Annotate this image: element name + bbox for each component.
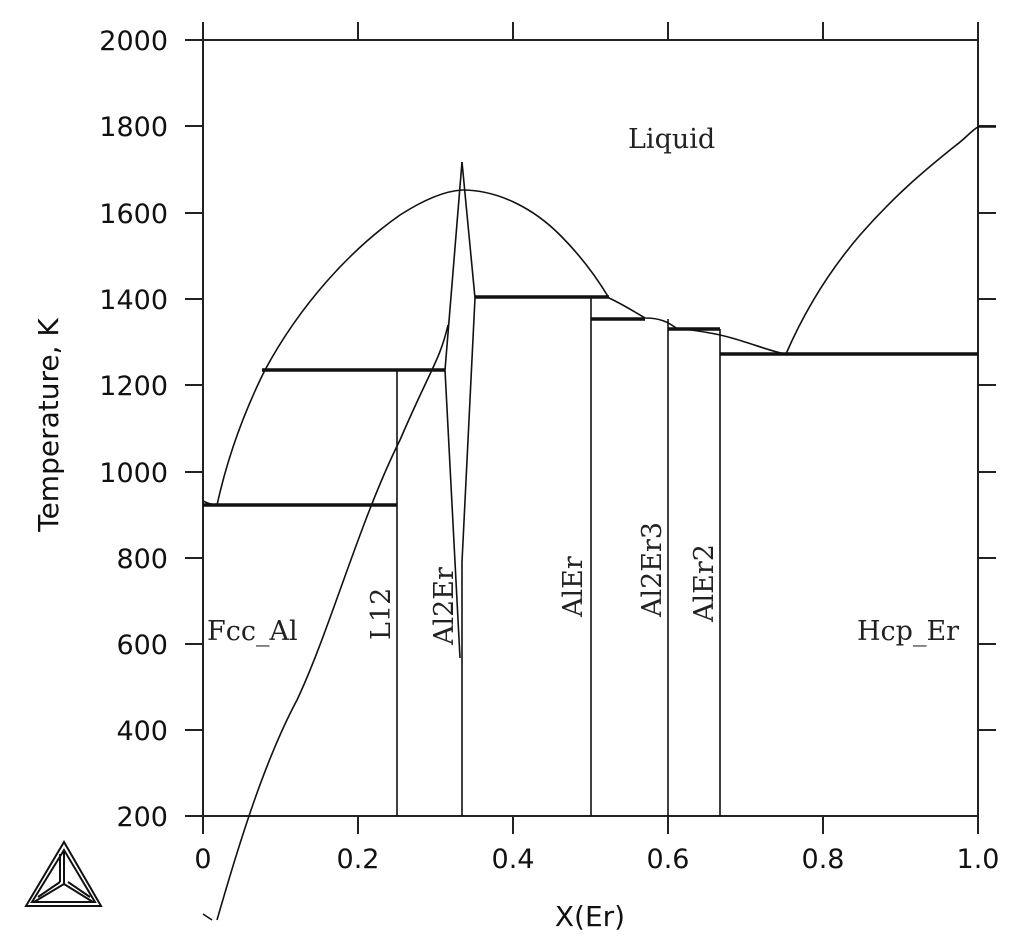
phase-label-al2er: Al2Er [429, 567, 460, 646]
x-tick-label: 0.2 [337, 844, 380, 875]
liquidus-lines [216, 126, 996, 506]
x-axis-ticks-top [202, 22, 979, 40]
y-tick-label: 400 [116, 716, 168, 747]
x-tick-label: 1.0 [957, 844, 1000, 875]
phase-label-aler: AlEr [558, 556, 589, 618]
phase-label-l12: L12 [366, 588, 397, 640]
thermo-calc-logo-icon [24, 840, 103, 907]
y-tick-label: 1800 [99, 112, 168, 143]
x-tick-label: 0.8 [802, 844, 845, 875]
phase-labels: Liquid Fcc_Al L12 Al2Er AlEr Al2Er3 AlEr… [207, 124, 959, 647]
y-tick-label: 1600 [99, 199, 168, 230]
y-axis-title: Temperature, K [32, 318, 65, 533]
phase-label-liquid: Liquid [628, 124, 715, 155]
y-tick-label: 200 [116, 802, 168, 833]
x-tick-label: 0 [194, 844, 211, 875]
y-tick-label: 1400 [99, 285, 168, 316]
phase-label-aler2: AlEr2 [689, 544, 720, 623]
y-tick-labels: 2000 1800 1600 1400 1200 1000 800 600 40… [99, 26, 168, 833]
y-tick-label: 800 [116, 544, 168, 575]
y-axis-ticks-right [978, 125, 996, 731]
y-tick-label: 1000 [99, 458, 168, 489]
phase-label-hcp-er: Hcp_Er [857, 616, 959, 647]
x-tick-label: 0.6 [647, 844, 690, 875]
x-tick-label: 0.4 [492, 844, 535, 875]
phase-label-al2er3: Al2Er3 [637, 522, 668, 618]
invariant-lines [203, 295, 978, 507]
y-axis-ticks-left [185, 39, 203, 817]
x-axis-ticks-bottom [202, 816, 979, 834]
x-axis-title: X(Er) [555, 900, 625, 933]
liquidus-curves [202, 324, 449, 921]
y-tick-label: 2000 [99, 26, 168, 57]
x-tick-labels: 0 0.2 0.4 0.6 0.8 1.0 [194, 844, 999, 875]
compound-lines [396, 297, 721, 816]
y-tick-label: 1200 [99, 371, 168, 402]
al2er-homogeneity-lens [202, 161, 476, 816]
phase-label-fcc-al: Fcc_Al [207, 616, 298, 647]
y-tick-label: 600 [116, 630, 168, 661]
